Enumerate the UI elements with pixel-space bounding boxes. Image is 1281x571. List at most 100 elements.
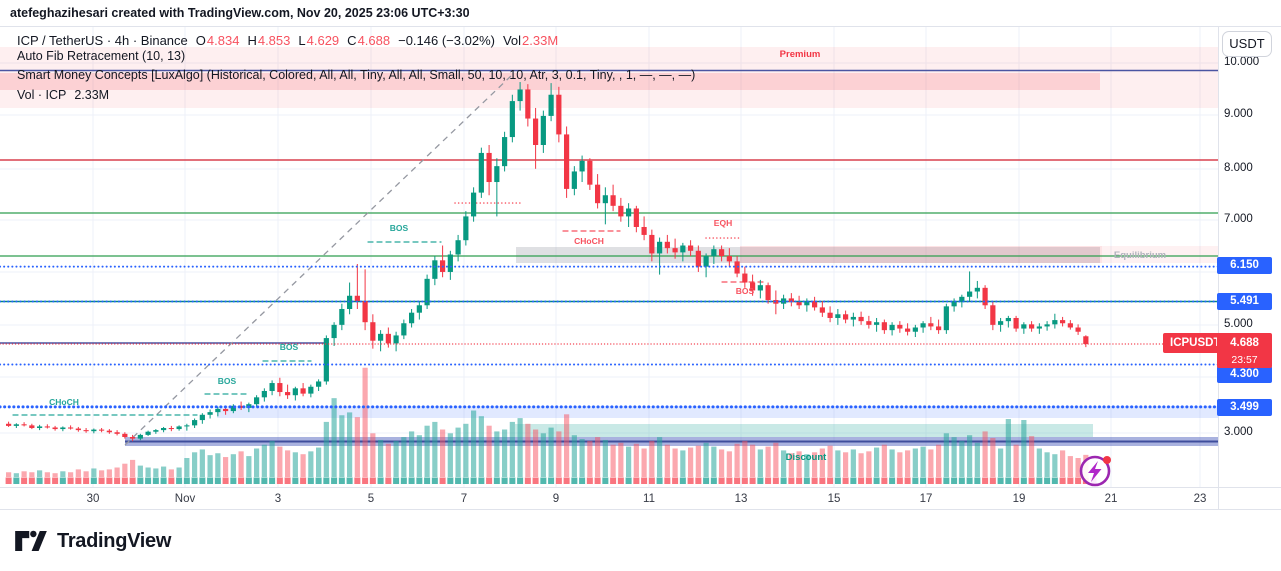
trend-strip-cell: [540, 477, 547, 484]
tradingview-logo-text: TradingView: [57, 529, 172, 552]
legend-symbol-row[interactable]: ICP / TetherUS · 4h · Binance O4.834 H4.85…: [17, 33, 558, 48]
volume-bar: [161, 466, 167, 477]
time-axis-label: 17: [919, 493, 933, 505]
volume-bar: [812, 452, 818, 477]
trend-strip-cell: [207, 477, 214, 484]
volume-bar: [533, 429, 539, 477]
trend-strip-cell: [377, 477, 384, 484]
volume-bar: [827, 445, 833, 477]
volume-bar: [595, 437, 601, 477]
trend-strip-cell: [160, 477, 167, 484]
open-value: 4.834: [206, 33, 240, 48]
trend-strip-cell: [1028, 477, 1035, 484]
low-value: 4.629: [306, 33, 340, 48]
trend-strip-cell: [424, 477, 431, 484]
volume-bar: [1067, 456, 1073, 477]
premium-zone-light: [0, 47, 1218, 108]
candle-body: [757, 285, 763, 291]
volume-bar: [292, 452, 298, 477]
volume-bar: [323, 421, 329, 477]
trend-strip-cell: [765, 477, 772, 484]
volume-bar: [765, 446, 771, 477]
candle-body: [6, 423, 12, 426]
volume-bar: [378, 439, 384, 477]
trend-strip-cell: [98, 477, 105, 484]
candle-body: [199, 414, 205, 421]
bar-countdown-badge: 23:57: [1217, 353, 1272, 368]
trend-strip-cell: [168, 477, 175, 484]
trend-strip-cell: [408, 477, 415, 484]
volume-bar: [804, 454, 810, 477]
volume-bar: [951, 437, 957, 477]
candle-body: [595, 184, 601, 204]
volume-bar: [998, 448, 1004, 477]
volume-bar: [29, 472, 35, 477]
candle-body: [161, 428, 167, 431]
candle-body: [424, 278, 430, 306]
trend-strip-cell: [176, 477, 183, 484]
volume-bar: [695, 445, 701, 477]
trend-strip-cell: [749, 477, 756, 484]
symbol-title[interactable]: ICP / TetherUS · 4h · Binance: [17, 33, 188, 48]
candle-body: [83, 430, 89, 432]
volume-bar: [153, 468, 159, 477]
volume-bar: [52, 473, 58, 477]
trend-strip-cell: [331, 477, 338, 484]
auto-fib-trendline: [124, 74, 513, 446]
high-value: 4.853: [257, 33, 291, 48]
candle-body: [626, 208, 632, 217]
premium-zone-dark: [0, 73, 1100, 90]
trend-strip-cell: [695, 477, 702, 484]
volume-bar: [1029, 436, 1035, 477]
trend-strip-cell: [586, 477, 593, 484]
volume-bar: [432, 421, 438, 477]
candle-body: [633, 208, 639, 227]
time-axis-label: 19: [1012, 493, 1026, 505]
candle-body: [835, 314, 841, 318]
volume-bar: [370, 433, 376, 477]
trend-strip-cell: [641, 477, 648, 484]
legend-autofib-row[interactable]: Auto Fib Retracement (10, 13): [17, 49, 186, 63]
candle-body: [719, 249, 725, 257]
trend-strip-cell: [323, 477, 330, 484]
tradingview-logo[interactable]: TradingView: [14, 527, 171, 555]
volume-bar: [517, 418, 523, 477]
trend-strip-cell: [920, 477, 927, 484]
candle-body: [308, 386, 314, 394]
volume-bar: [137, 465, 143, 477]
candle-body: [517, 89, 523, 102]
candle-body: [347, 295, 353, 309]
volume-bar: [571, 435, 577, 477]
chart-top-border: [0, 26, 1281, 27]
time-axis-divider: [0, 487, 1281, 488]
lightblue-band: [217, 406, 1218, 418]
volume-bar: [610, 444, 616, 477]
price-axis-label: 9.000: [1224, 108, 1253, 120]
price-axis-label: 8.000: [1224, 162, 1253, 174]
trend-strip-cell: [563, 477, 570, 484]
trend-strip-cell: [896, 477, 903, 484]
trend-strip-cell: [1013, 477, 1020, 484]
legend-volume-row[interactable]: Vol · ICP 2.33M: [17, 88, 109, 102]
volume-bar: [711, 446, 717, 477]
volume-bar: [37, 470, 43, 477]
candle-body: [819, 307, 825, 313]
candle-body: [688, 245, 694, 251]
candle-body: [339, 308, 345, 325]
volume-bar: [339, 415, 345, 477]
currency-usdt-button[interactable]: USDT: [1222, 31, 1272, 57]
trend-strip-cell: [796, 477, 803, 484]
trend-strip-cell: [238, 477, 245, 484]
trend-strip-cell: [625, 477, 632, 484]
trend-strip-cell: [974, 477, 981, 484]
legend-smc-row[interactable]: Smart Money Concepts [LuxAlgo] (Historic…: [17, 68, 696, 82]
candle-body: [91, 429, 97, 432]
price-axis-label: 7.000: [1224, 213, 1253, 225]
volume-bar: [726, 451, 732, 477]
chart-bottom-border: [0, 509, 1281, 510]
lightning-streak-icon[interactable]: [1076, 452, 1114, 490]
volume-bar: [548, 427, 554, 477]
volume-bar: [207, 455, 213, 477]
trend-strip-cell: [594, 477, 601, 484]
